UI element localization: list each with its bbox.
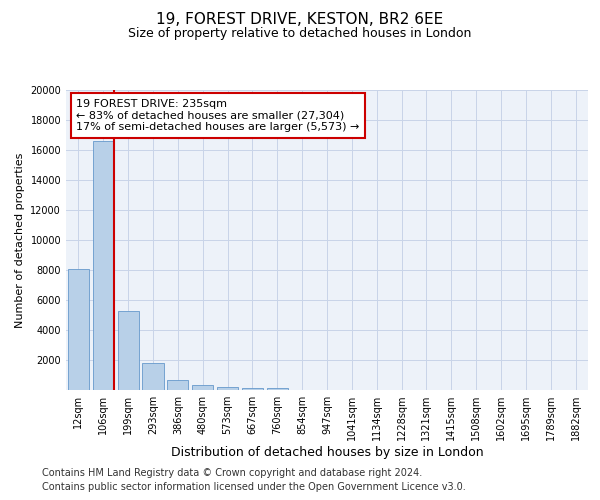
Y-axis label: Number of detached properties: Number of detached properties [15,152,25,328]
Bar [142,363,164,390]
Text: 19 FOREST DRIVE: 235sqm
← 83% of detached houses are smaller (27,304)
17% of sem: 19 FOREST DRIVE: 235sqm ← 83% of detache… [76,99,360,132]
Bar [267,388,288,390]
Bar [242,388,263,390]
Bar [93,141,114,390]
Bar [167,380,188,390]
Bar [118,310,139,390]
Bar [192,385,213,390]
X-axis label: Distribution of detached houses by size in London: Distribution of detached houses by size … [170,446,484,459]
Text: 19, FOREST DRIVE, KESTON, BR2 6EE: 19, FOREST DRIVE, KESTON, BR2 6EE [157,12,443,28]
Bar [217,388,238,390]
Text: Contains public sector information licensed under the Open Government Licence v3: Contains public sector information licen… [42,482,466,492]
Text: Contains HM Land Registry data © Crown copyright and database right 2024.: Contains HM Land Registry data © Crown c… [42,468,422,477]
Text: Size of property relative to detached houses in London: Size of property relative to detached ho… [128,28,472,40]
Bar [68,268,89,390]
